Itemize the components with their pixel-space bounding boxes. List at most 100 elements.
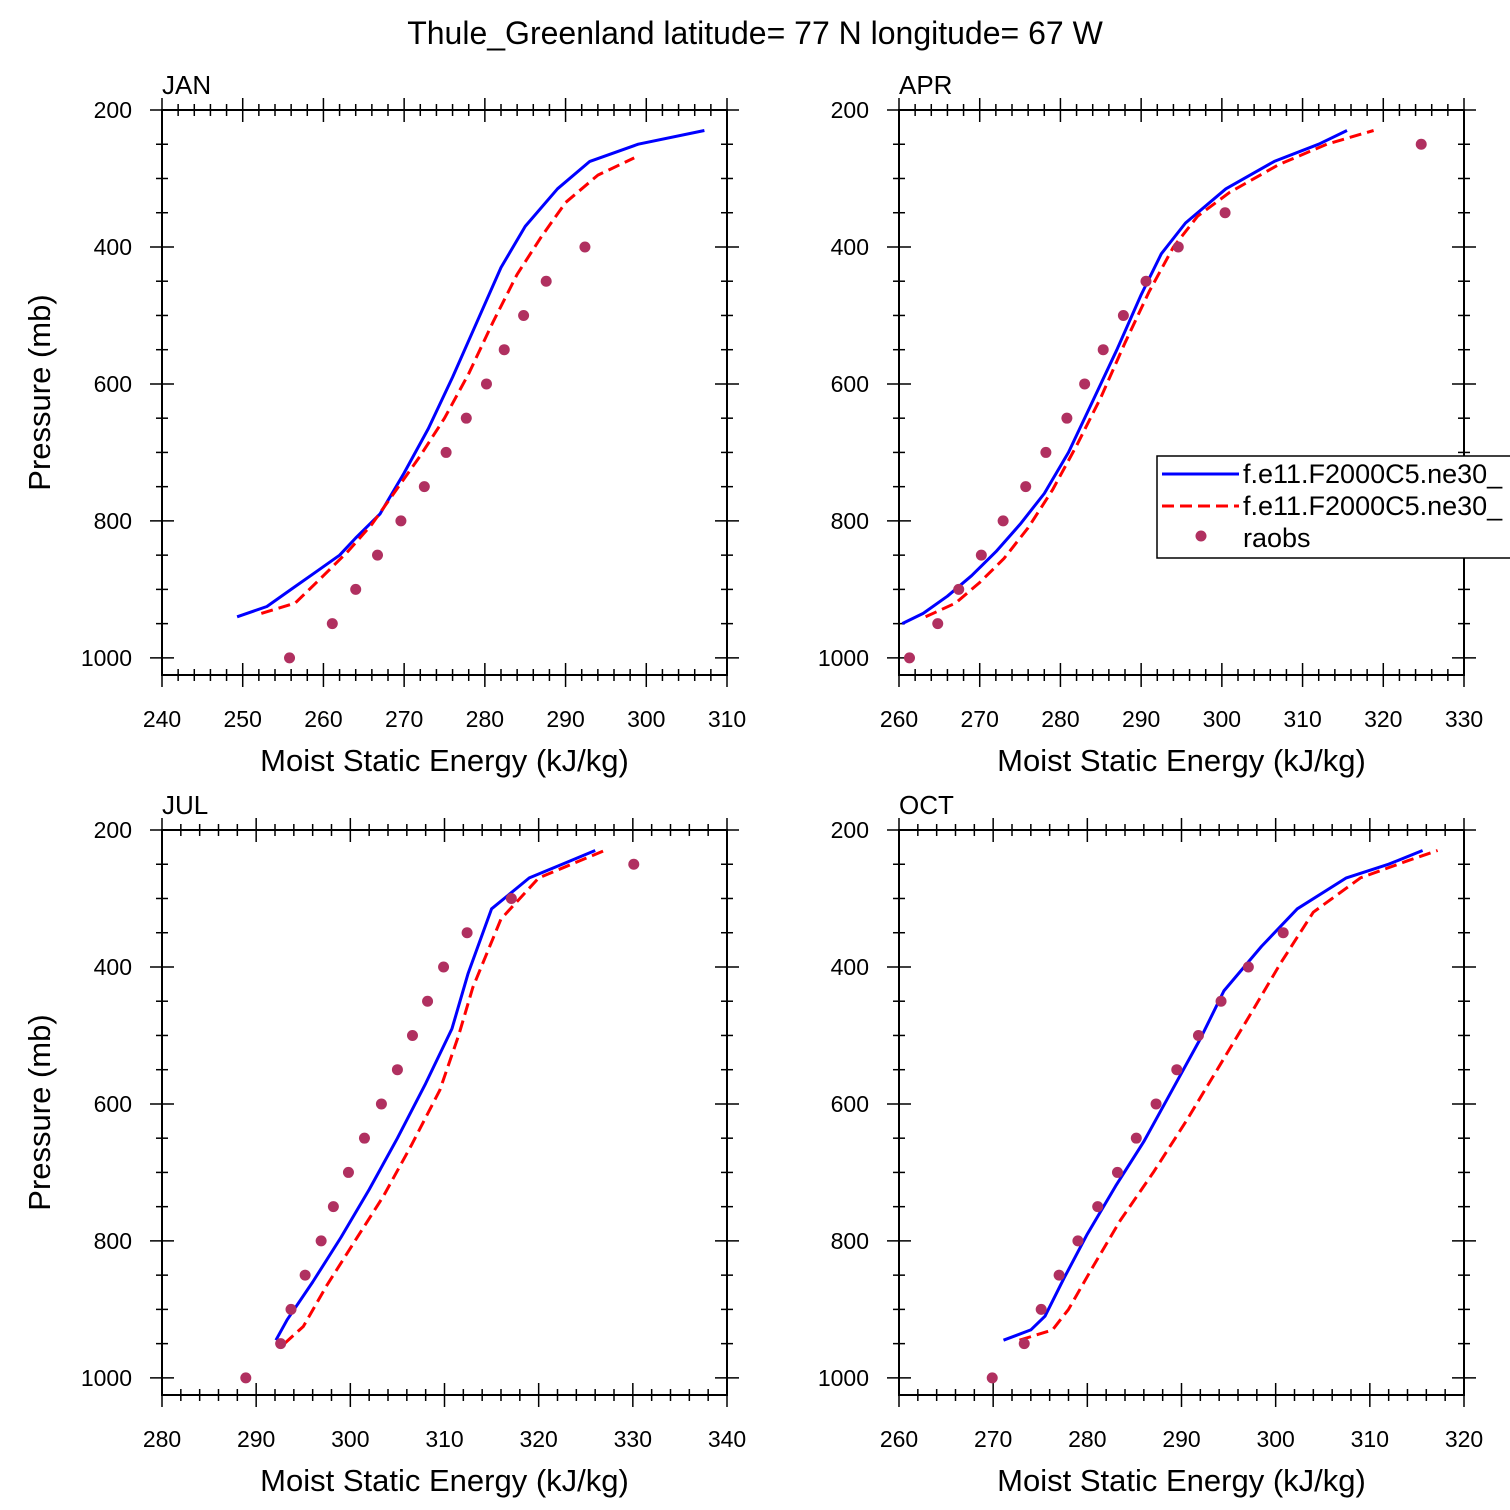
x-tick-label: 320: [1445, 1426, 1483, 1452]
raobs-point: [1020, 481, 1032, 493]
raobs-point: [460, 412, 472, 424]
y-tick-label: 400: [94, 234, 132, 260]
raobs-point: [903, 652, 915, 664]
legend: f.e11.F2000C5.ne30_f.e11.F2000C5.ne30_ra…: [1156, 455, 1510, 559]
chart-panel-oct: 260 270 280 290 300 310 320 200 400 600 800 1000 OCT…: [818, 790, 1483, 1498]
raobs-point: [285, 1303, 297, 1315]
x-axis-label: Moist Static Energy (kJ/kg): [997, 743, 1366, 778]
y-tick-label: 200: [94, 97, 132, 123]
raobs-point: [480, 378, 492, 390]
panel-label: JAN: [162, 70, 211, 100]
chart-panel-apr: 260 270 280 290 300 310 320 330 200 400 600 800 1000…: [818, 70, 1483, 778]
y-tick-label: 800: [831, 1228, 869, 1254]
raobs-point: [1140, 275, 1152, 287]
panel-label: APR: [899, 70, 952, 100]
model-series-dashed-line: [260, 156, 635, 615]
raobs-point: [975, 549, 987, 561]
chart-panel-jan: 240 250 260 270 280 290 300 310 200 400 600 800 1000…: [22, 70, 746, 778]
model-series-dashed-line: [283, 849, 606, 1345]
raobs-point: [1072, 1235, 1084, 1247]
x-tick-label: 260: [880, 1426, 918, 1452]
model-series-dashed-line: [924, 129, 1375, 619]
chart-panel-jul: 280 290 300 310 320 330 340 200 400 600 800 1000 JUL…: [22, 790, 746, 1498]
raobs-point: [1092, 1201, 1104, 1213]
raobs-point: [1130, 1132, 1142, 1144]
y-tick-label: 1000: [81, 1365, 132, 1391]
x-tick-label: 290: [237, 1426, 275, 1452]
raobs-point: [240, 1372, 252, 1384]
y-tick-label: 600: [831, 1091, 869, 1117]
raobs-point: [498, 344, 510, 356]
y-tick-label: 400: [94, 954, 132, 980]
raobs-point: [395, 515, 407, 527]
raobs-point: [628, 858, 640, 870]
raobs-point: [505, 892, 517, 904]
x-tick-label: 290: [546, 706, 584, 732]
y-tick-label: 800: [94, 508, 132, 534]
x-tick-label: 290: [1122, 706, 1160, 732]
x-axis-label: Moist Static Energy (kJ/kg): [260, 1463, 629, 1498]
x-tick-label: 280: [1041, 706, 1079, 732]
x-tick-label: 250: [224, 706, 262, 732]
y-axis-label: Pressure (mb): [22, 294, 57, 490]
figure-title: Thule_Greenland latitude= 77 N longitude…: [407, 15, 1103, 51]
raobs-point: [299, 1269, 311, 1281]
raobs-point: [438, 961, 450, 973]
panel-label: JUL: [162, 790, 208, 820]
x-tick-label: 340: [708, 1426, 746, 1452]
y-tick-label: 200: [94, 817, 132, 843]
raobs-point: [932, 618, 944, 630]
raobs-point: [518, 309, 530, 321]
raobs-point: [358, 1132, 370, 1144]
x-axis-label: Moist Static Energy (kJ/kg): [997, 1463, 1366, 1498]
data-layer: [986, 849, 1439, 1384]
y-tick-label: 800: [831, 508, 869, 534]
x-tick-label: 330: [1445, 706, 1483, 732]
raobs-point: [1150, 1098, 1162, 1110]
y-tick-label: 200: [831, 817, 869, 843]
x-tick-label: 280: [143, 1426, 181, 1452]
raobs-point: [1215, 995, 1227, 1007]
raobs-point: [579, 241, 591, 253]
x-tick-label: 330: [614, 1426, 652, 1452]
x-tick-label: 310: [1351, 1426, 1389, 1452]
legend-entry-label: raobs: [1243, 523, 1311, 553]
raobs-point: [1171, 1064, 1183, 1076]
x-tick-label: 310: [708, 706, 746, 732]
x-axis-label: Moist Static Energy (kJ/kg): [260, 743, 629, 778]
y-tick-label: 600: [94, 1091, 132, 1117]
raobs-point: [1277, 927, 1289, 939]
data-layer: [236, 129, 705, 664]
raobs-point: [375, 1098, 387, 1110]
raobs-point: [284, 652, 296, 664]
raobs-point: [997, 515, 1009, 527]
raobs-point: [406, 1029, 418, 1041]
y-tick-label: 600: [831, 371, 869, 397]
raobs-point: [1111, 1166, 1123, 1178]
data-layer: [240, 849, 640, 1384]
legend-entry-label: f.e11.F2000C5.ne30_: [1243, 459, 1503, 489]
plot-frame: [161, 109, 728, 676]
raobs-point: [275, 1338, 287, 1350]
y-tick-label: 1000: [818, 1365, 869, 1391]
y-tick-label: 200: [831, 97, 869, 123]
raobs-point: [391, 1064, 403, 1076]
raobs-point: [1242, 961, 1254, 973]
model-series-solid-line: [274, 849, 596, 1341]
x-tick-label: 270: [385, 706, 423, 732]
x-tick-label: 300: [1256, 1426, 1294, 1452]
model-series-dashed-line: [1019, 849, 1439, 1342]
x-tick-label: 300: [627, 706, 665, 732]
x-tick-label: 240: [143, 706, 181, 732]
raobs-point: [315, 1235, 327, 1247]
y-tick-label: 800: [94, 1228, 132, 1254]
x-tick-label: 260: [880, 706, 918, 732]
raobs-point: [327, 1201, 339, 1213]
raobs-point: [540, 275, 552, 287]
x-tick-label: 320: [519, 1426, 557, 1452]
raobs-point: [1018, 1338, 1030, 1350]
x-tick-label: 300: [331, 1426, 369, 1452]
raobs-point: [1192, 1029, 1204, 1041]
data-layer: [901, 129, 1427, 664]
raobs-point: [461, 927, 473, 939]
